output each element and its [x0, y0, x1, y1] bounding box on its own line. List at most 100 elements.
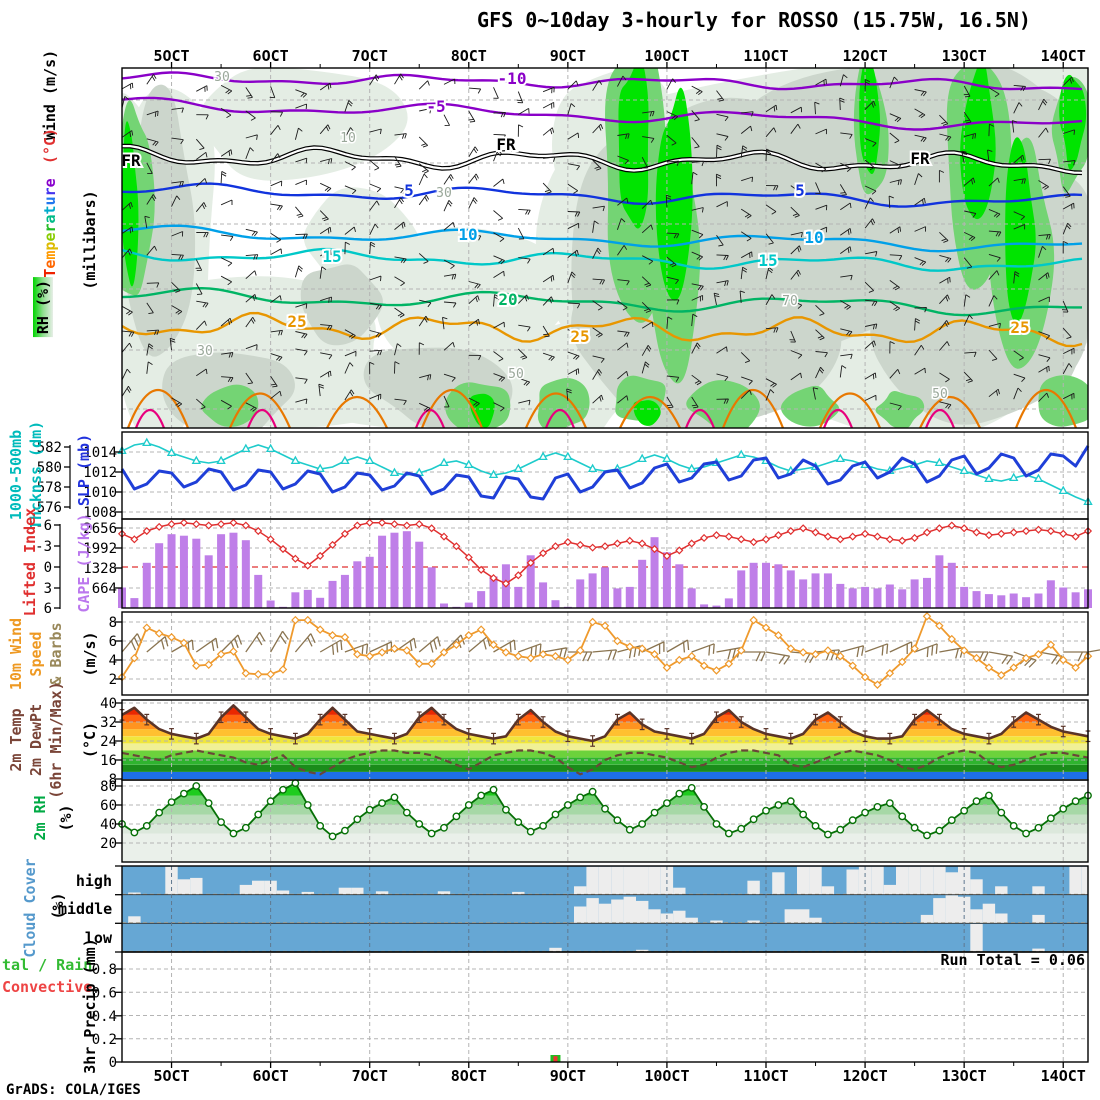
rh2m-axis-label: 2m RH: [31, 795, 49, 841]
precip-axis-label: 3hr Precip (mm): [81, 938, 99, 1074]
svg-text:1014: 1014: [83, 445, 117, 461]
total-rain-label: tal / Rain: [2, 956, 93, 974]
temperature-letter: p: [41, 241, 59, 251]
temperature-letter: t: [41, 205, 59, 215]
svg-text:25: 25: [570, 327, 589, 346]
svg-text:12OCT: 12OCT: [842, 47, 887, 65]
degc2-axis-label: (°C): [81, 721, 99, 759]
svg-text:576: 576: [37, 500, 62, 516]
wind10m-axis-label-2: Speed: [27, 631, 45, 677]
svg-text:8OCT: 8OCT: [451, 1067, 487, 1085]
svg-text:30: 30: [197, 344, 213, 359]
rh-axis-label: RH (%): [33, 276, 53, 338]
svg-text:50: 50: [508, 367, 524, 382]
svg-text:8: 8: [109, 772, 117, 788]
grads-credit: GrADS: COLA/IGES: [6, 1082, 141, 1098]
svg-text:20: 20: [100, 836, 117, 852]
minmax-axis-label: (6hr Min/Max): [47, 681, 65, 799]
millibars-axis-label: (millibars): [81, 190, 99, 290]
svg-text:6: 6: [44, 601, 52, 617]
svg-text:1008: 1008: [83, 505, 117, 521]
svg-text:0.2: 0.2: [92, 1032, 117, 1048]
svg-text:-5: -5: [426, 97, 445, 116]
svg-text:-3: -3: [35, 539, 52, 555]
run-total: Run Total = 0.06: [940, 951, 1086, 969]
svg-text:9OCT: 9OCT: [550, 1067, 586, 1085]
svg-text:20: 20: [498, 290, 517, 309]
page-title: GFS 0~10day 3-hourly for ROSSO (15.75W, …: [477, 8, 1031, 32]
svg-text:60: 60: [100, 798, 117, 814]
svg-text:10OCT: 10OCT: [644, 1067, 689, 1085]
temperature-letter: r: [41, 223, 59, 233]
svg-text:1992: 1992: [83, 541, 117, 557]
barbs-axis-label: & Barbs: [47, 622, 65, 686]
svg-text:40: 40: [100, 696, 117, 712]
convective-label: Convective: [2, 978, 93, 996]
degc-axis-label: (°C): [41, 127, 59, 165]
svg-text:1012: 1012: [83, 465, 117, 481]
svg-text:7OCT: 7OCT: [352, 1067, 388, 1085]
svg-text:5: 5: [795, 181, 805, 200]
svg-text:10: 10: [804, 228, 823, 247]
svg-text:25: 25: [1010, 318, 1029, 337]
svg-text:6: 6: [109, 634, 117, 650]
cloud-high-label: high: [75, 872, 112, 890]
upper-air-panel: [122, 68, 1088, 428]
temperature-letter: m: [41, 250, 59, 260]
svg-text:580: 580: [37, 460, 62, 476]
svg-text:12OCT: 12OCT: [842, 1067, 887, 1085]
cloud-low-label: low: [84, 929, 112, 947]
svg-text:13OCT: 13OCT: [942, 47, 987, 65]
svg-text:-10: -10: [498, 69, 527, 88]
temperature-letter: e: [41, 178, 59, 188]
thickness-axis-label-1: 1000-500mb: [7, 429, 25, 521]
ms-axis-label: (m/s): [81, 631, 99, 677]
svg-text:50: 50: [932, 387, 948, 402]
svg-text:5OCT: 5OCT: [153, 47, 189, 65]
svg-text:582: 582: [37, 440, 62, 456]
svg-text:30: 30: [214, 70, 230, 85]
temperature-axis-label: Temperature: [41, 178, 59, 277]
svg-text:13OCT: 13OCT: [942, 1067, 987, 1085]
temp2m-axis-label: 2m Temp: [7, 708, 25, 772]
svg-text:0.6: 0.6: [92, 985, 117, 1001]
svg-text:40: 40: [100, 817, 117, 833]
temperature-letter: e: [41, 232, 59, 242]
svg-text:0.8: 0.8: [92, 962, 117, 978]
wind-axis-label: Wind (m/s): [41, 49, 59, 141]
svg-text:5: 5: [404, 181, 414, 200]
svg-text:664: 664: [92, 581, 117, 597]
svg-text:5OCT: 5OCT: [153, 1067, 189, 1085]
temperature-letter: e: [41, 259, 59, 269]
svg-text:80: 80: [100, 779, 117, 795]
lifted-index-axis-label: Lifted Index: [21, 507, 39, 617]
svg-text:14OCT: 14OCT: [1041, 47, 1086, 65]
svg-text:14OCT: 14OCT: [1041, 1067, 1086, 1085]
svg-text:10: 10: [340, 131, 356, 146]
svg-text:10OCT: 10OCT: [644, 47, 689, 65]
svg-text:8: 8: [109, 615, 117, 631]
svg-text:24: 24: [100, 734, 117, 750]
svg-text:0: 0: [44, 560, 52, 576]
svg-text:-6: -6: [35, 518, 52, 534]
svg-text:16: 16: [100, 753, 117, 769]
svg-text:8OCT: 8OCT: [451, 47, 487, 65]
slp-axis-label: SLP (mb): [75, 433, 93, 507]
svg-text:30: 30: [436, 186, 452, 201]
svg-text:3: 3: [44, 581, 52, 597]
svg-text:11OCT: 11OCT: [743, 1067, 788, 1085]
pct-axis-label: (%): [57, 804, 75, 832]
svg-text:70: 70: [782, 294, 798, 309]
svg-text:7OCT: 7OCT: [352, 47, 388, 65]
svg-text:FR: FR: [496, 135, 516, 154]
cloud-middle-label: middle: [58, 900, 113, 918]
svg-text:578: 578: [37, 480, 62, 496]
cloud-cover-axis-label: Cloud Cover: [21, 858, 39, 958]
svg-text:9OCT: 9OCT: [550, 47, 586, 65]
svg-text:1328: 1328: [83, 561, 117, 577]
svg-text:25: 25: [287, 312, 306, 331]
svg-text:2656: 2656: [83, 521, 117, 537]
temperature-letter: r: [41, 187, 59, 197]
